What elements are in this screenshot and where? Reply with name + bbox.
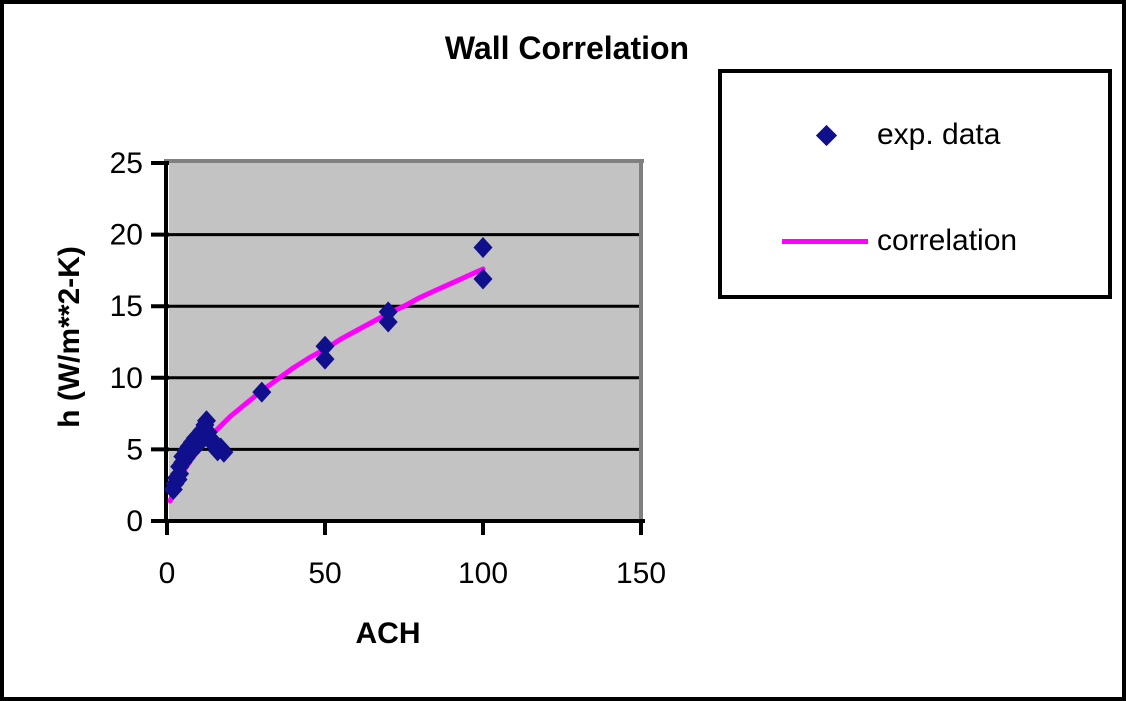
data-point-27 xyxy=(315,335,335,357)
plot-background xyxy=(169,163,639,519)
data-point-29 xyxy=(378,301,398,323)
x-tick-label-50: 50 xyxy=(308,557,341,590)
line-marker-icon xyxy=(782,239,868,244)
diamond-marker-icon xyxy=(815,124,838,147)
y-tick-label-15: 15 xyxy=(110,290,143,323)
y-axis-title: h (W/m**2-K) xyxy=(53,246,86,428)
y-tick-label-0: 0 xyxy=(126,505,143,538)
legend-entry-correlation: correlation xyxy=(722,221,1108,261)
legend: exp. data correlation xyxy=(718,69,1112,299)
y-tick-label-10: 10 xyxy=(110,362,143,395)
data-point-24 xyxy=(214,441,234,463)
data-point-30 xyxy=(473,268,493,290)
legend-entry-exp-data: exp. data xyxy=(722,115,1108,155)
y-tick-label-25: 25 xyxy=(110,147,143,180)
y-tick-label-5: 5 xyxy=(126,433,143,466)
chart-title: Wall Correlation xyxy=(444,30,690,66)
data-point-26 xyxy=(315,348,335,370)
x-axis-title: ACH xyxy=(355,617,421,650)
plot-area[interactable]: 0 5 10 15 20 25 0 50 100 150 xyxy=(4,4,1126,701)
legend-label-exp-data: exp. data xyxy=(877,118,1001,151)
x-tick-label-0: 0 xyxy=(159,557,176,590)
data-point-31 xyxy=(473,236,493,258)
x-tick-label-150: 150 xyxy=(616,557,666,590)
legend-label-correlation: correlation xyxy=(877,224,1018,257)
y-tick-label-20: 20 xyxy=(110,219,143,252)
x-tick-label-100: 100 xyxy=(458,557,508,590)
